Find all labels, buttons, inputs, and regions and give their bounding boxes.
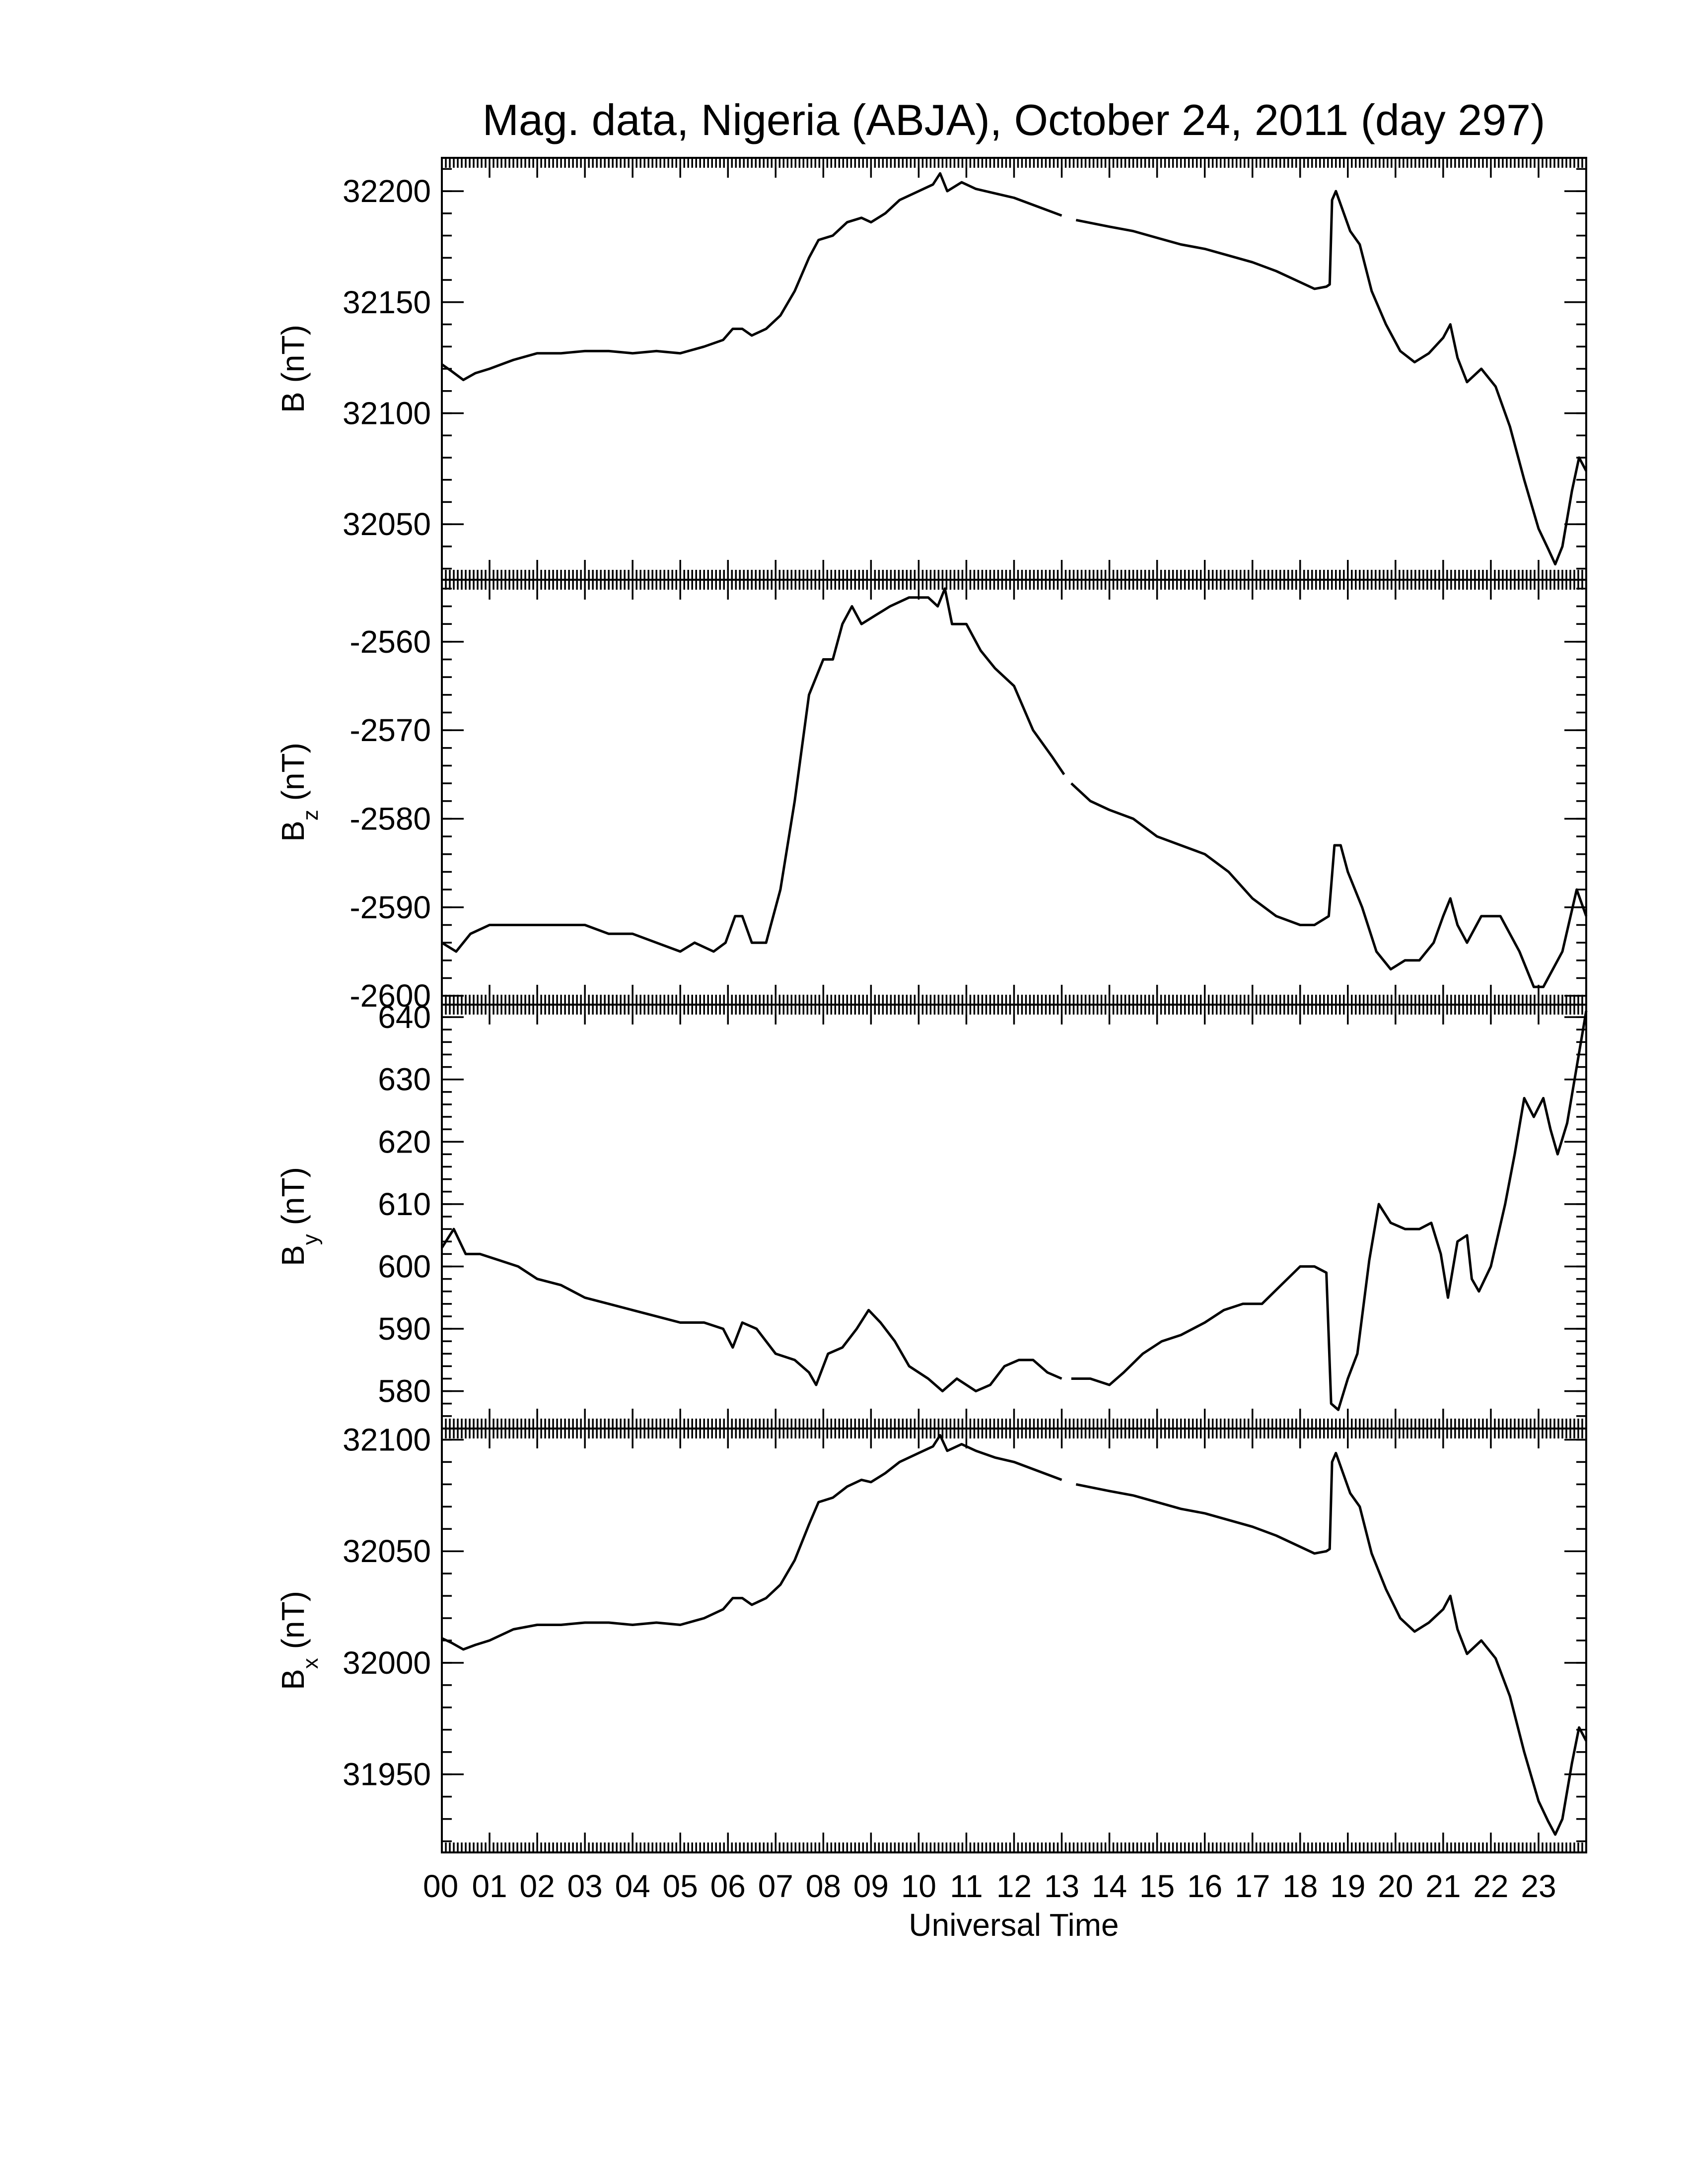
panel-By: 580 590 600 610 620 630 640 By (nT)	[275, 999, 1588, 1430]
y-axis-label-unit: (nT)	[275, 743, 311, 810]
y-axis-label-Bz: Bz (nT)	[275, 743, 323, 842]
x-tick-label: 16	[1187, 1868, 1222, 1904]
y-axis-label-subscript: z	[298, 810, 323, 820]
x-tick-label: 10	[901, 1868, 936, 1904]
chart-panels: 32050 32100 32150 32200 B (nT) -2600 -2590 -258…	[275, 157, 1588, 1853]
x-axis: 00 01 02 03 04 05 06 07 08 09 10 11 12 13 14 15 16 17 18 19…	[423, 1868, 1556, 1904]
x-tick-label: 18	[1282, 1868, 1318, 1904]
y-tick-label: 32100	[343, 1422, 431, 1457]
series-line-By	[440, 1011, 1588, 1411]
y-tick-label: -2560	[350, 624, 431, 660]
series-line-B	[441, 172, 1588, 566]
panel-frame	[441, 1004, 1587, 1430]
x-tick-label: 13	[1044, 1868, 1079, 1904]
panel-Bx: 31950 32000 32050 32100 Bx (nT)	[275, 1422, 1588, 1853]
x-tick-label: 03	[567, 1868, 603, 1904]
panel-frame	[441, 1428, 1587, 1853]
y-tick-label: 590	[378, 1311, 431, 1347]
y-tick-label: 580	[378, 1373, 431, 1409]
x-tick-label: 15	[1139, 1868, 1175, 1904]
x-tick-label: 08	[806, 1868, 841, 1904]
x-tick-label: 11	[950, 1868, 983, 1904]
y-tick-label: -2580	[350, 801, 431, 837]
x-tick-label: 23	[1521, 1868, 1556, 1904]
series-line-Bz	[441, 587, 1588, 988]
y-tick-label: -2600	[350, 978, 431, 1014]
y-tick-label: 32050	[343, 1533, 431, 1569]
y-axis-label-unit: (nT)	[275, 1167, 311, 1234]
panel-B: 32050 32100 32150 32200 B (nT)	[275, 157, 1588, 581]
x-tick-label: 22	[1473, 1868, 1508, 1904]
y-tick-label: 32050	[343, 506, 431, 542]
x-tick-label: 17	[1235, 1868, 1270, 1904]
panel-Bz: -2600 -2590 -2580 -2570 -2560 Bz (nT)	[275, 579, 1588, 1014]
x-tick-label: 07	[758, 1868, 793, 1904]
y-axis-label-main: B	[275, 1245, 311, 1266]
y-tick-label: 630	[378, 1062, 431, 1097]
y-tick-label: 32000	[343, 1645, 431, 1681]
y-tick-label: 32200	[343, 173, 431, 209]
x-tick-label: 06	[710, 1868, 746, 1904]
x-tick-label: 04	[615, 1868, 650, 1904]
y-tick-label: 640	[378, 999, 431, 1035]
y-tick-label: -2590	[350, 889, 431, 925]
x-tick-label: 02	[519, 1868, 555, 1904]
x-axis-label: Universal Time	[909, 1907, 1119, 1943]
x-tick-label: 05	[663, 1868, 698, 1904]
y-tick-label: 31950	[343, 1757, 431, 1792]
x-tick-label: 20	[1378, 1868, 1413, 1904]
panel-frame	[441, 579, 1587, 1006]
y-axis-label-main: B (nT)	[275, 325, 311, 413]
x-tick-label: 14	[1092, 1868, 1127, 1904]
x-tick-label: 19	[1330, 1868, 1365, 1904]
y-axis-label-main: B	[275, 820, 311, 842]
y-axis-label-unit: (nT)	[275, 1591, 311, 1658]
x-tick-label: 01	[472, 1868, 507, 1904]
y-tick-label: 610	[378, 1186, 431, 1222]
y-axis-label-subscript: x	[298, 1658, 323, 1669]
y-axis-label-Bx: Bx (nT)	[275, 1591, 323, 1690]
y-tick-label: 32100	[343, 395, 431, 431]
x-tick-label: 21	[1425, 1868, 1461, 1904]
chart-title: Mag. data, Nigeria (ABJA), October 24, 2…	[483, 95, 1546, 144]
panel-frame	[441, 157, 1587, 581]
y-axis-label-B: B (nT)	[275, 325, 311, 413]
y-axis-label-subscript: y	[298, 1234, 323, 1245]
y-tick-label: 620	[378, 1124, 431, 1160]
x-tick-label: 12	[996, 1868, 1032, 1904]
y-tick-label: 600	[378, 1248, 431, 1284]
y-tick-label: -2570	[350, 712, 431, 748]
series-line-Bx	[441, 1434, 1588, 1836]
y-axis-label-By: By (nT)	[275, 1167, 323, 1266]
x-tick-label: 09	[853, 1868, 889, 1904]
x-tick-label: 00	[423, 1868, 458, 1904]
y-tick-label: 32150	[343, 284, 431, 320]
y-axis-label-main: B	[275, 1669, 311, 1690]
